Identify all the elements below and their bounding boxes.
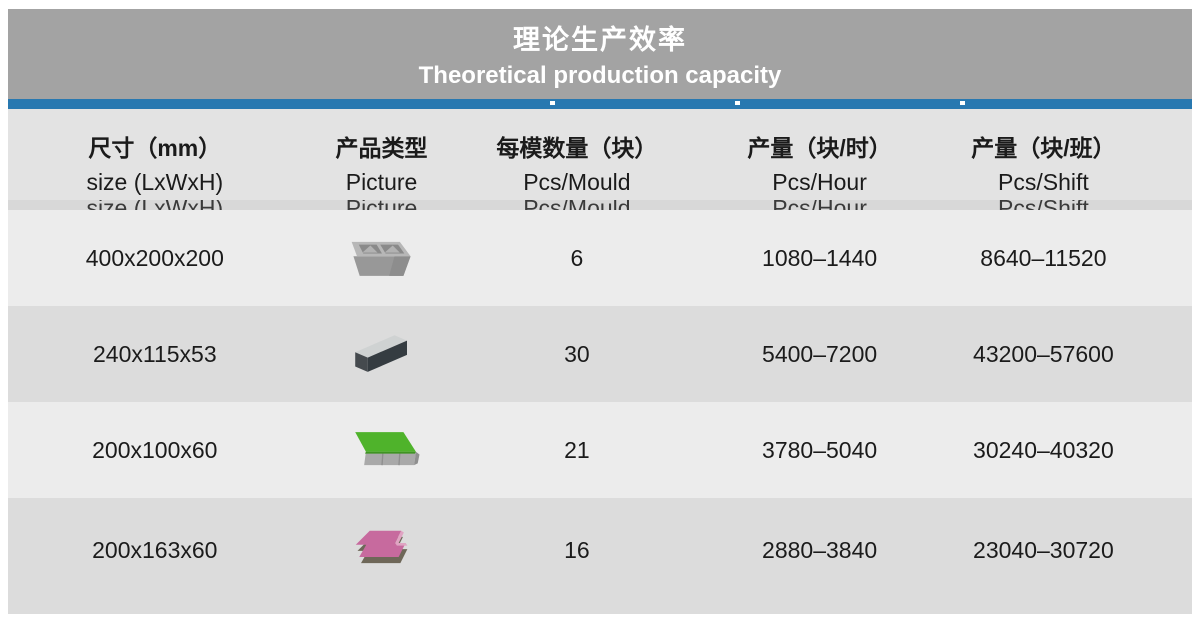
size-cell: 200x163x60 xyxy=(92,536,218,563)
pcs-hour-cell: 3780–5040 xyxy=(762,436,878,463)
column-divider-tick xyxy=(959,101,965,105)
column-header-zh: 每模数量（块） xyxy=(496,135,658,161)
size-cell: 240x115x53 xyxy=(93,340,217,367)
column-header-zh: 产量（块/时） xyxy=(747,135,892,161)
page-title-en: Theoretical production capacity xyxy=(418,62,782,89)
column-header-en: Pcs/Hour xyxy=(772,169,867,195)
table-row: 200x163x60 16 2880–3840 23040–30720 xyxy=(8,498,1192,614)
table-body: 400x200x200 6 1080–1440 8640–11520 240x1… xyxy=(8,210,1192,614)
table-row: 200x100x60 21 3780–5040 30240–40320 xyxy=(8,402,1192,498)
picture-cell xyxy=(302,425,462,475)
table-title-banner: 理论生产效率 Theoretical production capacity xyxy=(8,9,1192,99)
page-title-zh: 理论生产效率 xyxy=(513,25,687,55)
column-header: 每模数量（块） Pcs/Mould xyxy=(461,129,692,196)
capacity-table: 理论生产效率 Theoretical production capacity 尺… xyxy=(8,9,1192,614)
pcs-hour-cell: 2880–3840 xyxy=(762,536,878,563)
size-cell: 200x100x60 xyxy=(92,436,218,463)
pcs-mould-cell: 30 xyxy=(564,340,590,367)
ghost-header-text: Pcs/Mould xyxy=(461,200,692,210)
table-row: 240x115x53 30 5400–7200 43200–57600 xyxy=(8,306,1192,402)
pcs-hour-cell: 1080–1440 xyxy=(762,244,878,271)
column-header: 产量（块/时） Pcs/Hour xyxy=(692,129,947,196)
pcs-mould-cell: 21 xyxy=(564,436,590,463)
pcs-shift-cell: 43200–57600 xyxy=(973,340,1114,367)
accent-divider-bar xyxy=(8,99,1192,109)
column-header: 产量（块/班） Pcs/Shift xyxy=(947,129,1192,196)
column-divider-tick xyxy=(550,101,556,105)
solid-brick-icon xyxy=(354,335,407,372)
column-header-zh: 尺寸（mm） xyxy=(88,135,222,161)
ghost-header-text: Pcs/Hour xyxy=(692,200,947,210)
column-header-en: Pcs/Mould xyxy=(523,169,631,195)
picture-cell xyxy=(302,522,462,578)
column-header-zh: 产量（块/班） xyxy=(971,135,1116,161)
picture-cell xyxy=(302,329,462,379)
interlock-paver-icon xyxy=(355,530,407,564)
column-header: 尺寸（mm） size (LxWxH) xyxy=(8,129,302,196)
column-header: 产品类型 Picture xyxy=(302,129,462,196)
column-header-en: Pcs/Shift xyxy=(998,169,1089,195)
table-row: 400x200x200 6 1080–1440 8640–11520 xyxy=(8,210,1192,306)
header-row: 尺寸（mm） size (LxWxH) 产品类型 Picture 每模数量（块） Pcs/… xyxy=(8,109,1192,200)
size-cell: 400x200x200 xyxy=(85,244,224,271)
column-header-en: size (LxWxH) xyxy=(86,169,224,195)
pcs-shift-cell: 8640–11520 xyxy=(980,244,1107,271)
hollow-block-icon xyxy=(351,241,411,276)
pcs-shift-cell: 23040–30720 xyxy=(973,536,1114,563)
column-header-zh: 产品类型 xyxy=(335,135,428,161)
column-divider-tick xyxy=(734,101,740,105)
picture-cell xyxy=(302,233,462,283)
ghost-header-text: size (LxWxH) xyxy=(8,200,302,210)
table-header: 尺寸（mm） size (LxWxH) 产品类型 Picture 每模数量（块） Pcs/… xyxy=(8,109,1192,210)
column-header-en: Picture xyxy=(345,169,418,195)
ghost-header-text: Picture xyxy=(302,200,462,210)
pcs-mould-cell: 16 xyxy=(564,536,590,563)
clipped-header-repeat: size (LxWxH)PicturePcs/MouldPcs/HourPcs/… xyxy=(8,200,1192,210)
pcs-mould-cell: 6 xyxy=(570,244,584,271)
pcs-hour-cell: 5400–7200 xyxy=(762,340,878,367)
ghost-header-text: Pcs/Shift xyxy=(947,200,1192,210)
pcs-shift-cell: 30240–40320 xyxy=(973,436,1114,463)
green-paver-icon xyxy=(354,432,420,466)
